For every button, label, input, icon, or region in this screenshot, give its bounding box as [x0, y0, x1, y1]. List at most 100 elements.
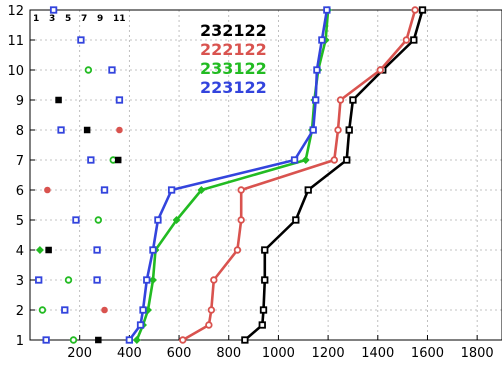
scatter-point — [44, 186, 51, 194]
series-point — [125, 336, 134, 344]
series-point — [167, 186, 176, 194]
series-point — [233, 246, 242, 254]
series-point — [336, 96, 345, 104]
x-tick-label: 400 — [117, 346, 142, 361]
series-point — [304, 186, 312, 194]
y-tick-label: 12 — [7, 4, 24, 19]
series-point — [237, 216, 245, 224]
series-point — [149, 276, 157, 284]
series-point — [237, 186, 245, 194]
scatter-point — [93, 276, 101, 284]
scatter-point — [93, 246, 101, 254]
series-point — [318, 36, 326, 44]
scatter-point — [35, 276, 43, 284]
scatter-point — [115, 96, 124, 104]
y-tick-label: 10 — [7, 64, 24, 79]
series-point — [139, 306, 147, 314]
y-tick-label: 9 — [16, 94, 24, 109]
y-tick-label: 6 — [16, 184, 24, 199]
legend-entry: 222122 — [200, 40, 267, 59]
scatter-point — [95, 336, 102, 344]
y-tick-label: 3 — [16, 274, 24, 289]
series-line — [244, 9, 424, 341]
scatter-point — [100, 186, 109, 194]
legend-entry: 232122 — [200, 21, 267, 40]
series-point — [411, 6, 419, 14]
scatter-point — [64, 276, 73, 284]
top-tick-label: 11 — [113, 14, 126, 24]
series-point — [334, 126, 342, 134]
series-point — [290, 156, 299, 164]
top-tick-label: 9 — [97, 14, 103, 24]
series-point — [312, 96, 320, 104]
series-223122 — [125, 6, 331, 344]
series-point — [154, 216, 162, 224]
scatter-point — [101, 306, 108, 314]
scatter-point — [49, 6, 58, 14]
scatter-point — [61, 306, 69, 314]
x-tick-label: 1200 — [312, 346, 345, 361]
scatter-point — [35, 246, 44, 254]
x-tick-label: 600 — [167, 346, 192, 361]
series-point — [402, 36, 411, 44]
top-tick-label: 7 — [81, 14, 87, 24]
y-tick-label: 4 — [16, 244, 24, 259]
y-tick-label: 11 — [7, 34, 24, 49]
scatter-point — [72, 216, 80, 224]
series-point — [179, 336, 187, 344]
x-tick-label: 1600 — [411, 346, 444, 361]
x-tick-label: 200 — [67, 346, 92, 361]
y-tick-label: 2 — [16, 304, 24, 319]
series-point — [261, 276, 269, 284]
scatter-point — [77, 36, 85, 44]
x-tick-label: 1400 — [361, 346, 394, 361]
series-point — [136, 321, 145, 329]
series-point — [323, 6, 331, 14]
plot-frame — [29, 9, 502, 341]
series-point — [330, 156, 339, 164]
scatter-point — [45, 246, 52, 254]
series-point — [197, 186, 206, 194]
y-tick-label: 5 — [16, 214, 24, 229]
series-point — [149, 246, 157, 254]
scatter-point — [55, 96, 62, 104]
scatter-point — [87, 156, 95, 164]
y-tick-label: 7 — [16, 154, 24, 169]
series-point — [258, 321, 266, 329]
top-axis: 1 3 5 7 9 11 — [33, 14, 126, 24]
scatter-point — [114, 156, 122, 164]
series-point — [343, 156, 351, 164]
y-tick-label: 8 — [16, 124, 24, 139]
series-point — [349, 96, 357, 104]
series-point — [210, 276, 218, 284]
series-point — [261, 246, 269, 254]
x-tick-label: 1800 — [461, 346, 494, 361]
series-222122 — [179, 6, 419, 344]
scatter-point — [42, 336, 50, 344]
series-point — [241, 336, 249, 344]
x-tick-label: 1000 — [262, 346, 295, 361]
series-232122 — [241, 6, 427, 344]
series-point — [418, 6, 427, 14]
series-point — [309, 126, 317, 134]
scatter-point — [83, 126, 91, 134]
top-tick-label: 3 — [49, 14, 55, 24]
series-point — [207, 306, 216, 314]
scatter-points — [35, 6, 124, 344]
scatter-point — [57, 126, 65, 134]
series-point — [376, 66, 384, 74]
series-point — [301, 156, 310, 164]
series-point — [410, 36, 418, 44]
scatter-point — [116, 126, 123, 134]
series-point — [143, 276, 151, 284]
series-point — [313, 66, 321, 74]
series-point — [292, 216, 300, 224]
legend-entry: 223122 — [200, 78, 267, 97]
series-point — [172, 216, 181, 224]
series-point — [132, 336, 141, 344]
y-tick-label: 1 — [16, 334, 24, 349]
series-point — [345, 126, 353, 134]
series-point — [205, 321, 213, 329]
